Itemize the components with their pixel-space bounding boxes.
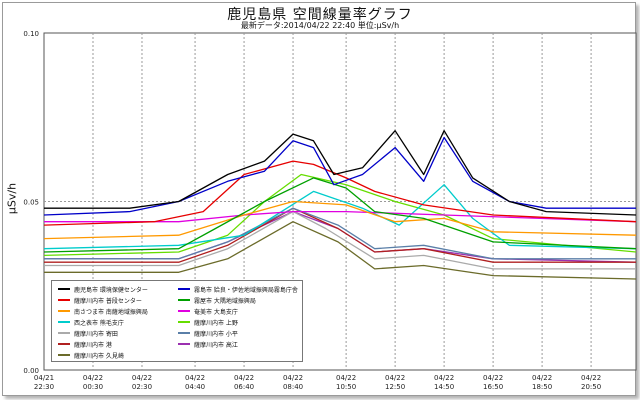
- legend-swatch: [58, 321, 70, 323]
- x-tick-label: 18:50: [532, 383, 552, 391]
- x-tick-label: 04/22: [581, 374, 601, 382]
- x-tick-label: 22:30: [34, 383, 54, 391]
- legend-item: 薩摩川内市 普段センター: [58, 295, 142, 305]
- legend-label: 薩摩川内市 小平: [194, 330, 238, 338]
- legend-item: 奄美市 大島支庁: [178, 306, 238, 316]
- y-tick-label: 0.05: [23, 199, 39, 207]
- x-tick-label: 04/22: [434, 374, 454, 382]
- chart-title: 鹿児島県 空間線量率グラフ: [227, 7, 413, 23]
- legend-label: 薩摩川内市 普段センター: [74, 297, 142, 305]
- series-line: [44, 221, 637, 280]
- legend-swatch: [178, 310, 190, 312]
- legend-label: 薩摩川内市 寄田: [74, 330, 118, 338]
- series-line: [43, 136, 636, 216]
- series-line: [44, 210, 636, 270]
- legend-label: 鹿児島市 環境保健センター: [74, 286, 148, 294]
- legend-item: 霧屋市 大隅地域振興局: [178, 295, 256, 305]
- x-tick-label: 12:50: [385, 383, 405, 391]
- series-line: [44, 130, 637, 216]
- series-line: [44, 207, 636, 260]
- x-tick-label: 10:50: [336, 383, 356, 391]
- legend-swatch: [178, 288, 190, 290]
- series-line: [44, 207, 636, 263]
- legend-label: 薩摩川内市 港: [74, 341, 112, 349]
- x-tick-label: 04/22: [532, 374, 552, 382]
- x-tick-label: 04/22: [83, 374, 103, 382]
- legend-swatch: [58, 299, 70, 301]
- x-tick-label: 06:40: [234, 383, 254, 391]
- legend-label: 西之表市 熊毛支庁: [74, 319, 124, 327]
- x-tick-label: 04/22: [132, 374, 152, 382]
- series-line: [43, 200, 637, 240]
- series-line: [43, 160, 637, 226]
- legend-item: 薩摩川内市 高江: [178, 339, 238, 349]
- legend-item: 西之表市 熊毛支庁: [58, 317, 124, 327]
- series-line: [44, 210, 637, 223]
- legend-item: 薩摩川内市 久見崎: [58, 350, 124, 360]
- x-tick-label: 04/22: [336, 374, 356, 382]
- legend-label: 薩摩川内市 久見崎: [74, 352, 124, 360]
- legend-swatch: [178, 299, 190, 301]
- legend-item: 鹿児島市 環境保健センター: [58, 284, 148, 294]
- x-tick-label: 16:50: [483, 383, 503, 391]
- x-tick-label: 04:40: [185, 383, 205, 391]
- x-tick-label: 04/22: [283, 374, 303, 382]
- x-tick-label: 00:30: [83, 383, 103, 391]
- x-tick-label: 08:40: [283, 383, 303, 391]
- legend-item: 薩摩川内市 寄田: [58, 328, 118, 338]
- legend-swatch: [58, 343, 70, 345]
- legend-swatch: [178, 332, 190, 334]
- series-line: [43, 177, 637, 253]
- y-tick-label: 0.10: [23, 30, 39, 38]
- legend-item: 霧島市 姶良・伊佐地域振興局霧島庁舎: [178, 284, 298, 294]
- x-tick-label: 04/22: [483, 374, 503, 382]
- chart-subtitle: 最新データ:2014/04/22 22:40 単位:μSv/h: [240, 21, 400, 30]
- x-tick-label: 04/22: [185, 374, 205, 382]
- legend-label: 薩摩川内市 高江: [194, 341, 238, 349]
- x-tick-label: 02:30: [132, 383, 152, 391]
- legend-item: 南さつま市 南薩地域振興局: [58, 306, 148, 316]
- chart-legend: 鹿児島市 環境保健センター 薩摩川内市 普段センター 南さつま市 南薩地域振興局 西之…: [51, 280, 303, 362]
- legend-label: 薩摩川内市 上野: [194, 319, 238, 327]
- y-tick-label: 0.00: [23, 367, 39, 375]
- legend-swatch: [58, 310, 70, 312]
- legend-swatch: [58, 354, 70, 356]
- x-tick-label: 20:50: [581, 383, 601, 391]
- legend-label: 奄美市 大島支庁: [194, 308, 238, 316]
- x-tick-label: 14:50: [434, 383, 454, 391]
- legend-label: 霧屋市 大隅地域振興局: [194, 297, 256, 305]
- legend-label: 霧島市 姶良・伊佐地域振興局霧島庁舎: [194, 286, 298, 294]
- x-tick-label: 04/22: [234, 374, 254, 382]
- x-tick-label: 04/21: [34, 374, 54, 382]
- series-line: [43, 173, 637, 257]
- legend-swatch: [58, 332, 70, 334]
- legend-label: 南さつま市 南薩地域振興局: [74, 308, 148, 316]
- x-tick-label: 04/22: [385, 374, 405, 382]
- legend-item: 薩摩川内市 上野: [178, 317, 238, 327]
- legend-item: 薩摩川内市 港: [58, 339, 112, 349]
- legend-item: 薩摩川内市 小平: [178, 328, 238, 338]
- legend-swatch: [58, 288, 70, 290]
- legend-swatch: [178, 343, 190, 345]
- legend-swatch: [178, 321, 190, 323]
